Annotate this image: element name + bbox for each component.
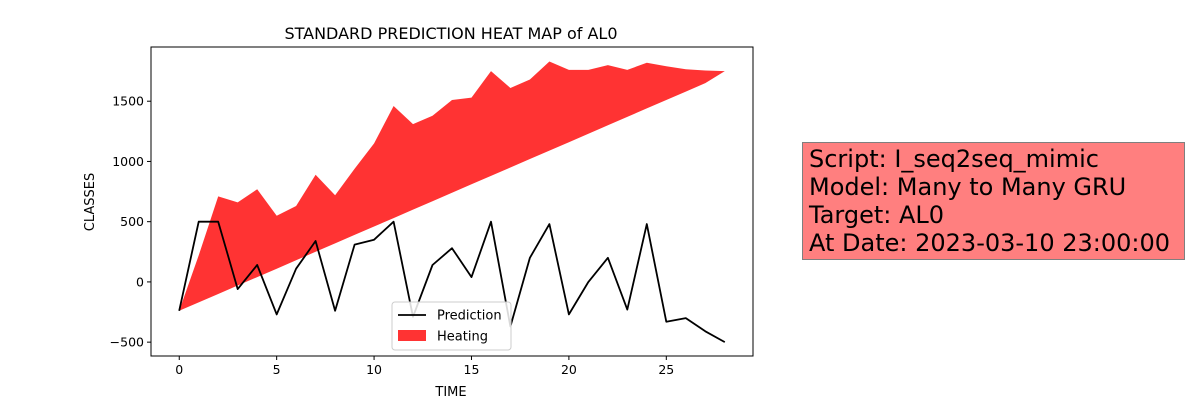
plot-frame [150,46,754,357]
prediction-line [178,220,726,343]
info-script: Script: I_seq2seq_mimic [809,145,1099,173]
info-model: Model: Many to Many GRU [809,173,1127,201]
y-ticks: −500 0 500 1000 1500 [110,94,151,350]
legend-heating-label: Heating [437,330,488,345]
x-tick-label: 5 [273,362,281,377]
line-layer [178,220,726,343]
info-box: Script: I_seq2seq_mimic Model: Many to M… [802,142,1185,260]
info-date: At Date: 2023-03-10 23:00:00 [809,229,1171,257]
legend-prediction-label: Prediction [437,309,502,324]
legend-heating-swatch [398,330,426,341]
legend: Prediction Heating [391,301,512,351]
y-tick-label: 0 [136,274,144,289]
heating-area [179,61,725,311]
y-tick-label: 1500 [112,94,144,109]
x-tick-label: 25 [658,362,674,377]
x-axis-label: TIME [434,385,466,400]
y-tick-label: 1000 [112,154,144,169]
chart-title: STANDARD PREDICTION HEAT MAP of AL0 [284,24,617,43]
y-axis-label: CLASSES [83,173,98,231]
x-tick-label: 10 [366,362,382,377]
x-tick-label: 20 [561,362,577,377]
x-tick-label: 15 [464,362,480,377]
info-target: Target: AL0 [809,201,945,229]
area-layer [179,61,725,311]
y-tick-label: 500 [120,214,144,229]
x-tick-label: 0 [175,362,183,377]
x-ticks: 0 5 10 15 20 25 [175,356,674,377]
y-tick-label: −500 [110,335,144,350]
